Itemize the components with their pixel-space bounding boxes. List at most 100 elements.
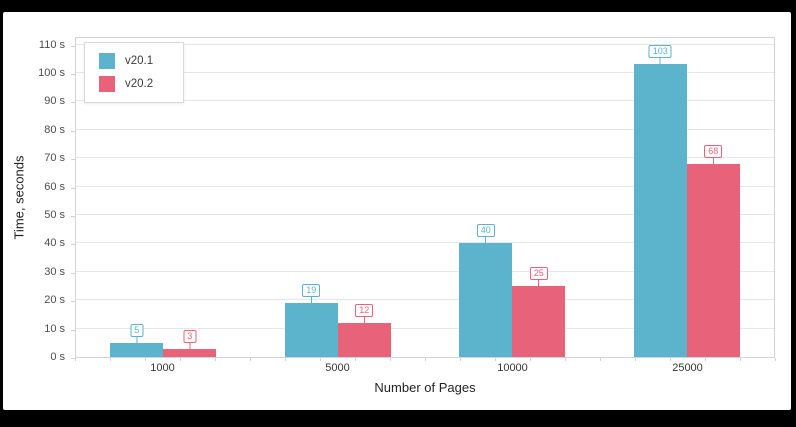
x-tick-mark (670, 358, 671, 361)
bar-group-10000: 40 25 (425, 38, 600, 357)
y-tick-mark (71, 187, 75, 189)
bar-groups: 5 3 19 12 40 25 103 68 (76, 38, 774, 357)
bar-value-callout: 25 (529, 267, 548, 286)
y-tick-label: 50 s (44, 208, 65, 221)
callout-stem (485, 237, 487, 244)
x-tick-mark (425, 358, 426, 361)
bar-value-label: 12 (355, 303, 374, 317)
x-tick-mark (775, 358, 776, 361)
y-tick-label: 60 s (44, 180, 65, 193)
bar-value-label: 103 (648, 45, 672, 59)
y-tick-label: 10 s (44, 322, 65, 335)
y-tick-label: 40 s (44, 237, 65, 250)
gridline-30 (76, 270, 774, 272)
y-tick-mark (71, 358, 75, 359)
legend-swatch-v20.2 (99, 76, 115, 92)
x-axis-title: Number of Pages (374, 380, 476, 395)
x-tick-mark (285, 358, 286, 361)
legend-item-v20.1[interactable]: v20.1 (99, 53, 169, 69)
gridline-60 (76, 185, 774, 187)
x-tick-mark (145, 358, 146, 361)
x-tick-mark (740, 358, 741, 361)
bar-v20.1-10000[interactable]: 40 (459, 224, 513, 357)
gridline-90 (76, 100, 774, 102)
x-tick-mark (530, 358, 531, 361)
bar-group-25000: 103 68 (600, 38, 775, 357)
category-label-10000: 10000 (497, 362, 528, 374)
callout-stem (136, 336, 138, 343)
y-tick-mark (71, 130, 75, 132)
callout-stem (538, 280, 540, 286)
y-tick-label: 30 s (44, 265, 65, 278)
x-tick-mark (565, 358, 566, 361)
bar-value-label: 25 (529, 267, 548, 280)
gridline-20 (76, 299, 774, 301)
bar-v20.1-5000[interactable]: 19 (284, 284, 338, 357)
x-tick-mark (75, 358, 76, 361)
bar-value-label: 40 (476, 224, 495, 238)
chart-panel: Time, seconds 0 s 10 s 20 s 30 s 40 s 50 s 60 … (3, 12, 791, 410)
legend-label: v20.1 (125, 55, 154, 67)
category-label-1000: 1000 (150, 362, 175, 374)
callout-stem (659, 58, 661, 65)
y-tick-mark (71, 244, 75, 246)
bar-value-callout: 19 (302, 284, 321, 303)
bar-v20.2-25000[interactable]: 68 (686, 144, 740, 357)
x-tick-mark (215, 358, 216, 361)
y-tick-label: 70 s (44, 152, 65, 165)
bar-value-label: 5 (130, 323, 144, 337)
bar-group-5000: 19 12 (251, 38, 426, 357)
bar-value-callout: 68 (704, 144, 723, 164)
y-tick-mark (71, 215, 75, 217)
callout-stem (363, 316, 365, 323)
bar-value-callout: 12 (355, 303, 374, 323)
legend-item-v20.2[interactable]: v20.2 (99, 76, 169, 92)
y-tick-label: 110 s (38, 38, 65, 51)
y-tick-mark (71, 102, 75, 104)
x-tick-mark (495, 358, 496, 361)
bar-v20.2-10000[interactable]: 25 (512, 267, 566, 357)
y-tick-label: 20 s (44, 294, 65, 307)
y-tick-mark (71, 329, 75, 331)
x-tick-mark (250, 358, 251, 361)
bar-value-callout: 103 (648, 45, 672, 65)
bar-v20.2-1000[interactable]: 3 (163, 329, 217, 357)
bar-value-callout: 5 (130, 323, 144, 343)
y-tick-mark (71, 301, 75, 303)
bar-value-label: 68 (704, 144, 723, 158)
x-tick-mark (390, 358, 391, 361)
gridline-80 (76, 128, 774, 130)
x-tick-mark (600, 358, 601, 361)
gridline-110 (76, 43, 774, 45)
y-tick-mark (71, 45, 75, 47)
legend-label: v20.2 (125, 78, 154, 90)
category-label-25000: 25000 (672, 362, 703, 374)
bar-v20.1-1000[interactable]: 5 (110, 323, 164, 357)
y-axis-title: Time, seconds (11, 155, 27, 240)
y-tick-label: 80 s (44, 123, 65, 136)
gridline-40 (76, 242, 774, 244)
x-tick-mark (635, 358, 636, 361)
legend: v20.1 v20.2 (84, 42, 185, 103)
category-label-5000: 5000 (325, 362, 350, 374)
gridline-70 (76, 157, 774, 159)
y-tick-mark (71, 272, 75, 274)
legend-swatch-v20.1 (99, 53, 115, 69)
bar-value-label: 19 (302, 284, 321, 297)
x-tick-mark (180, 358, 181, 361)
x-tick-mark (320, 358, 321, 361)
gridline-50 (76, 213, 774, 215)
bar-value-label: 3 (183, 329, 197, 343)
gridline-10 (76, 327, 774, 329)
y-tick-label: 100 s (38, 66, 65, 79)
x-tick-mark (355, 358, 356, 361)
bar-value-callout: 3 (183, 329, 197, 349)
bar-v20.1-25000[interactable]: 103 (633, 45, 687, 357)
x-tick-mark (460, 358, 461, 361)
y-tick-label: 90 s (44, 95, 65, 108)
bar-v20.2-5000[interactable]: 12 (337, 303, 391, 357)
x-axis-labels: 1000 5000 10000 25000 (75, 362, 775, 374)
gridline-100 (76, 71, 774, 73)
y-tick-label: 0 s (50, 351, 65, 363)
